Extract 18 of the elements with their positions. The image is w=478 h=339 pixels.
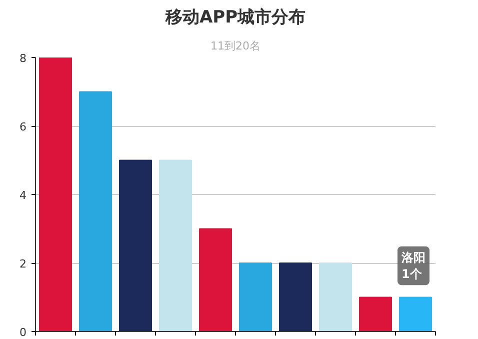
bar bbox=[159, 160, 192, 332]
bar bbox=[359, 296, 392, 332]
bar bbox=[39, 58, 72, 332]
bar bbox=[119, 160, 152, 332]
y-tick-label: 4 bbox=[20, 189, 26, 202]
chart-title: 移动APP城市分布 bbox=[164, 8, 306, 28]
chart-subtitle: 11到20名 bbox=[210, 40, 261, 52]
bar bbox=[279, 262, 312, 332]
y-tick-label: 0 bbox=[20, 326, 26, 339]
y-tick-label: 2 bbox=[20, 258, 26, 270]
bar bbox=[239, 262, 272, 332]
bar bbox=[79, 91, 112, 332]
bar bbox=[319, 262, 352, 332]
bar bbox=[399, 296, 432, 332]
y-tick-label: 8 bbox=[20, 52, 26, 65]
bar bbox=[199, 228, 232, 332]
annotation: 洛阳 1个 bbox=[400, 250, 426, 282]
y-tick-label: 6 bbox=[20, 120, 26, 134]
